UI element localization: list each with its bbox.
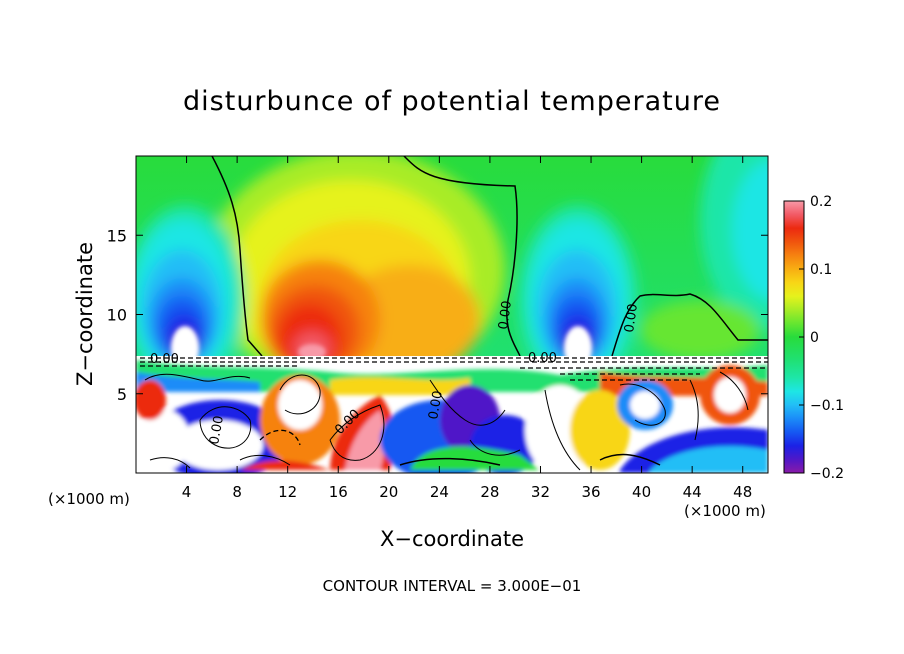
contours-upper — [211, 156, 768, 357]
contour-interval-text: CONTOUR INTERVAL = 3.000E−01 — [322, 577, 582, 595]
x-tick-label: 24 — [430, 483, 449, 501]
y-tick-label: 10 — [107, 306, 127, 325]
x-axis-unit-label-right: (×1000 m) — [684, 502, 766, 520]
contour-label: 0.00 — [207, 415, 227, 446]
chart-title: disturbunce of potential temperature — [183, 86, 721, 117]
y-tick-label: 15 — [107, 226, 127, 245]
x-tick-label: 36 — [581, 483, 600, 501]
x-tick-label: 48 — [733, 483, 752, 501]
y-axis-label: Z−coordinate — [73, 242, 97, 386]
contour-label: 0.00 — [528, 351, 557, 366]
x-tick-label: 8 — [232, 483, 242, 501]
x-tick-label: 44 — [683, 483, 702, 501]
contour-label: 0.00 — [426, 390, 446, 421]
x-tick-label: 12 — [278, 483, 297, 501]
x-axis-label: X−coordinate — [380, 527, 524, 551]
contour-label: 0.00 — [496, 300, 515, 331]
y-axis: 5 10 15 — [107, 226, 768, 404]
x-tick-label: 40 — [632, 483, 651, 501]
contour-label: 0.00 — [150, 352, 179, 367]
colorbar-tick-label: 0.2 — [810, 194, 832, 210]
heatmap-upper — [136, 156, 768, 358]
colorbar-ticks: 0.2 0.1 0 −0.1 −0.2 — [799, 194, 844, 482]
x-tick-label: 20 — [379, 483, 398, 501]
heatmap-lower — [136, 356, 768, 473]
x-tick-label: 4 — [182, 483, 192, 501]
x-tick-label: 28 — [480, 483, 499, 501]
contour-label: 0.00 — [622, 303, 641, 334]
colorbar-tick-label: −0.1 — [810, 398, 844, 414]
x-axis-unit-label: (×1000 m) — [48, 490, 130, 508]
colorbar-tick-label: 0 — [810, 330, 819, 346]
x-axis: 4 8 12 16 20 24 28 32 36 40 44 48 — [182, 156, 752, 501]
colorbar-tick-label: −0.2 — [810, 466, 844, 482]
x-tick-label: 16 — [329, 483, 348, 501]
x-tick-label: 32 — [531, 483, 550, 501]
colorbar-tick-label: 0.1 — [810, 262, 832, 278]
y-tick-label: 5 — [117, 385, 127, 404]
